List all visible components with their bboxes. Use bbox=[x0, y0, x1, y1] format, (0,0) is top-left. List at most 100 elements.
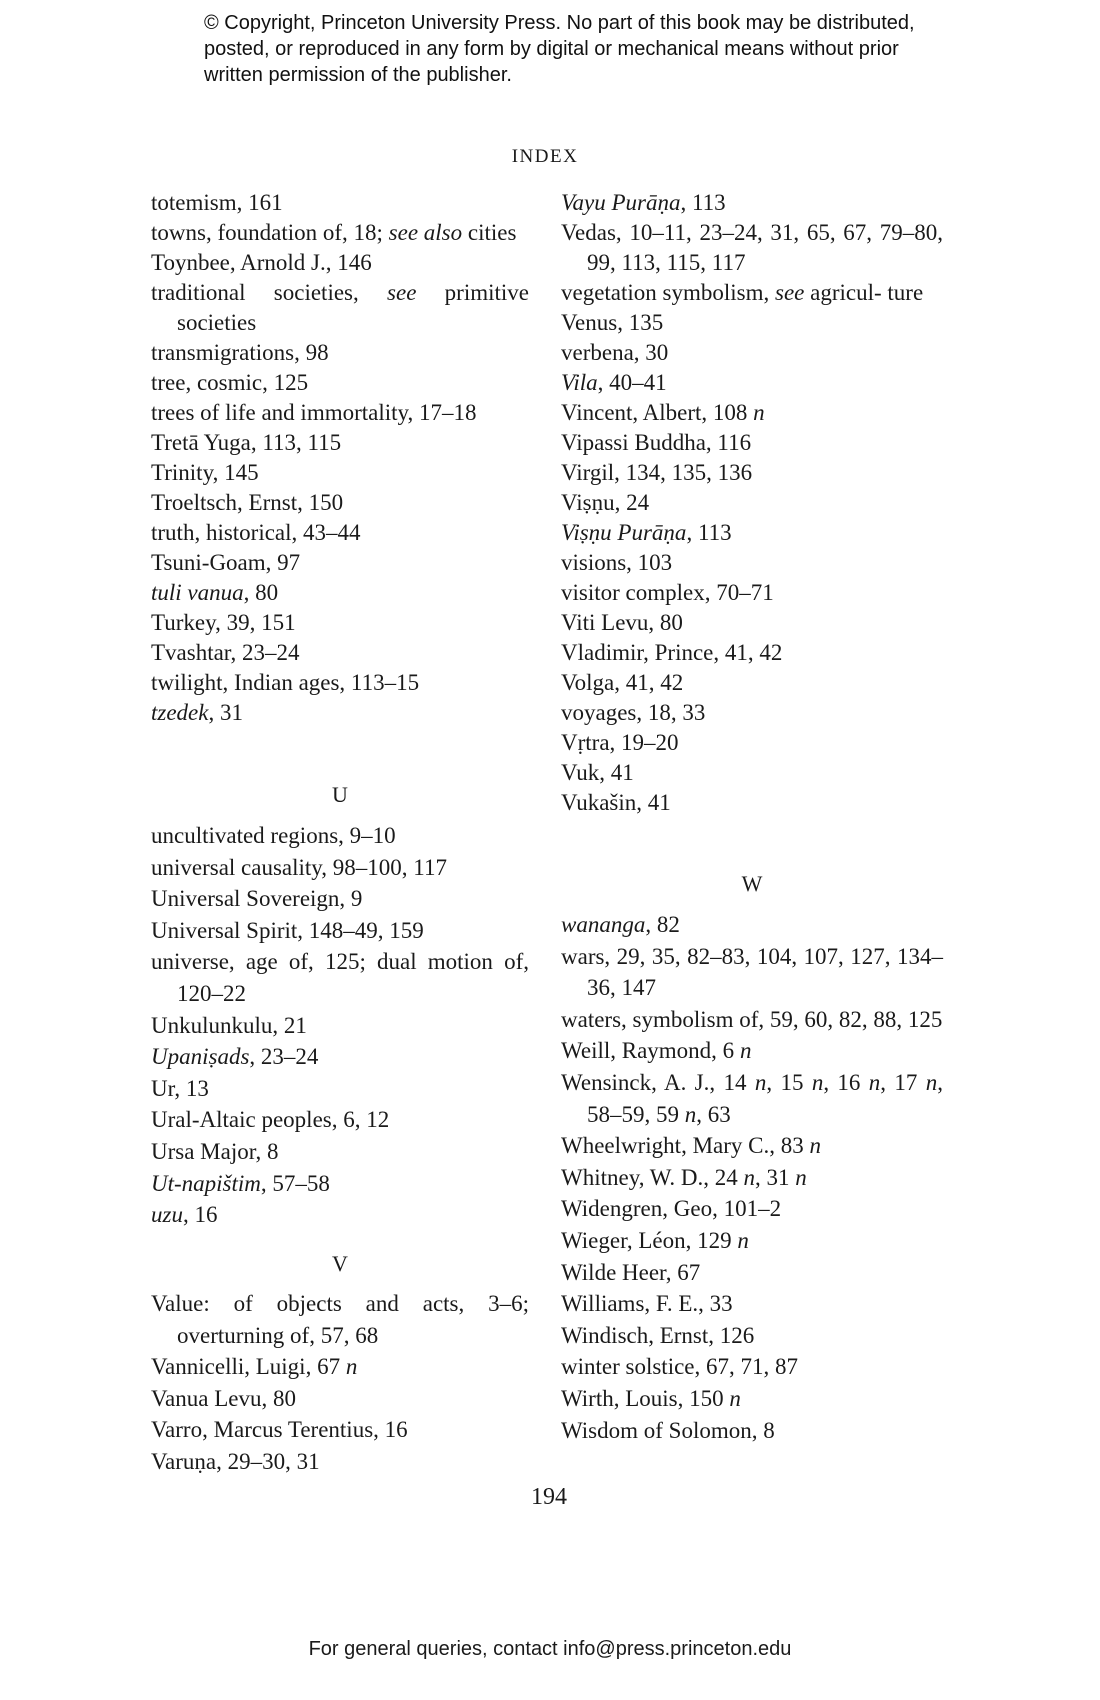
index-entry: Vayu Purāṇa, 113 bbox=[561, 188, 943, 218]
index-entry: tuli vanua, 80 bbox=[151, 578, 529, 608]
entry-text: universe, age of, 125; dual motion of, 1… bbox=[151, 949, 529, 1006]
entry-italic-text: n bbox=[345, 1354, 358, 1380]
entry-text: , 113 bbox=[680, 190, 726, 215]
entry-italic-text: tuli vanua bbox=[151, 580, 244, 605]
entry-text: Viṣṇu, 24 bbox=[561, 490, 650, 515]
entry-text: Tvashtar, 23–24 bbox=[151, 640, 300, 665]
entry-text: verbena, 30 bbox=[561, 340, 669, 365]
entry-text: Value: of objects and acts, 3–6; overtur… bbox=[151, 1291, 529, 1348]
index-entry: universal causality, 98–100, 117 bbox=[151, 852, 529, 884]
index-entry: Weill, Raymond, 6 n bbox=[561, 1035, 943, 1067]
index-entry: tzedek, 31 bbox=[151, 698, 529, 728]
entry-text: , 80 bbox=[243, 580, 279, 605]
entry-italic-text: n bbox=[737, 1227, 749, 1253]
index-entry: Widengren, Geo, 101–2 bbox=[561, 1193, 943, 1225]
entry-italic-text: tzedek bbox=[151, 700, 209, 725]
entry-italic-text: Upaniṣads bbox=[151, 1044, 250, 1070]
index-section-v-right: Vayu Purāṇa, 113 Vedas, 10–11, 23–24, 31,… bbox=[561, 188, 943, 818]
entry-text: Wilde Heer, 67 bbox=[561, 1259, 701, 1285]
entry-text: Viti Levu, 80 bbox=[561, 610, 683, 635]
entry-italic-text: n bbox=[868, 1069, 881, 1095]
entry-text: uncultivated regions, 9–10 bbox=[151, 823, 396, 848]
entry-text: twilight, Indian ages, 113–15 bbox=[151, 670, 420, 695]
entry-text: trees of life and immortality, 17–18 bbox=[151, 400, 477, 425]
entry-italic-text: uzu bbox=[151, 1202, 183, 1228]
index-entry: visions, 103 bbox=[561, 548, 943, 578]
entry-text: , 16 bbox=[823, 1069, 869, 1095]
index-entry: Virgil, 134, 135, 136 bbox=[561, 458, 943, 488]
index-entry: Universal Spirit, 148–49, 159 bbox=[151, 915, 529, 947]
index-entry: transmigrations, 98 bbox=[151, 338, 529, 368]
index-entry: Tsuni-Goam, 97 bbox=[151, 548, 529, 578]
entry-text: traditional societies, bbox=[151, 280, 388, 305]
entry-text: totemism, 161 bbox=[151, 190, 283, 215]
entry-text: Wheelwright, Mary C., 83 bbox=[561, 1133, 810, 1159]
entry-italic-text: wananga bbox=[561, 912, 646, 937]
index-entry: Vuk, 41 bbox=[561, 758, 943, 788]
index-entry: Ut-napištim, 57–58 bbox=[151, 1168, 529, 1200]
entry-italic-text: n bbox=[925, 1069, 938, 1095]
index-entry: winter solstice, 67, 71, 87 bbox=[561, 1351, 943, 1383]
index-entry: Varuṇa, 29–30, 31 bbox=[151, 1446, 529, 1478]
entry-text: , 31 bbox=[755, 1164, 796, 1190]
index-entry: Williams, F. E., 33 bbox=[561, 1288, 943, 1320]
index-entry: Wilde Heer, 67 bbox=[561, 1257, 943, 1289]
index-entry: Wheelwright, Mary C., 83 n bbox=[561, 1130, 943, 1162]
index-entry: wananga, 82 bbox=[561, 909, 943, 941]
entry-text: Varuṇa, 29–30, 31 bbox=[151, 1448, 320, 1474]
entry-text: Trinity, 145 bbox=[151, 460, 259, 485]
index-entry: towns, foundation of, 18; see also citie… bbox=[151, 218, 529, 248]
entry-text: Williams, F. E., 33 bbox=[561, 1291, 733, 1317]
entry-text: Ursa Major, 8 bbox=[151, 1138, 279, 1164]
index-entry: Windisch, Ernst, 126 bbox=[561, 1320, 943, 1352]
index-entry: traditional societies, see primitive soc… bbox=[151, 278, 529, 338]
index-entry: Viti Levu, 80 bbox=[561, 608, 943, 638]
index-entry: Tvashtar, 23–24 bbox=[151, 638, 529, 668]
entry-text: Whitney, W. D., 24 bbox=[561, 1164, 744, 1190]
entry-text: Vincent, Albert, 108 bbox=[561, 400, 754, 425]
index-entry: trees of life and immortality, 17–18 bbox=[151, 398, 529, 428]
entry-italic-text: n bbox=[754, 1069, 767, 1095]
index-entry: tree, cosmic, 125 bbox=[151, 368, 529, 398]
entry-text: Vedas, 10–11, 23–24, 31, 65, 67, 79–80, … bbox=[561, 220, 943, 275]
index-entry: Vipassi Buddha, 116 bbox=[561, 428, 943, 458]
entry-text: Vipassi Buddha, 116 bbox=[561, 430, 752, 455]
index-entry: Toynbee, Arnold J., 146 bbox=[151, 248, 529, 278]
entry-text: Vanua Levu, 80 bbox=[151, 1385, 296, 1411]
index-entry: Troeltsch, Ernst, 150 bbox=[151, 488, 529, 518]
entry-text: , 23–24 bbox=[249, 1044, 319, 1070]
index-entry: Unkulunkulu, 21 bbox=[151, 1010, 529, 1042]
entry-italic-text: n bbox=[753, 400, 765, 425]
entry-italic-text: n bbox=[729, 1385, 741, 1411]
index-entry: waters, symbolism of, 59, 60, 82, 88, 12… bbox=[561, 1004, 943, 1036]
entry-text: Wisdom of Solomon, 8 bbox=[561, 1417, 775, 1443]
entry-text: Venus, 135 bbox=[561, 310, 664, 335]
entry-text: visions, 103 bbox=[561, 550, 673, 575]
entry-text: waters, symbolism of, 59, 60, 82, 88, 12… bbox=[561, 1006, 943, 1032]
entry-text: Wensinck, A. J., 14 bbox=[561, 1069, 755, 1095]
index-entry: visitor complex, 70–71 bbox=[561, 578, 943, 608]
entry-text: truth, historical, 43–44 bbox=[151, 520, 361, 545]
page-number: 194 bbox=[531, 1484, 567, 1510]
index-entry: Vedas, 10–11, 23–24, 31, 65, 67, 79–80, … bbox=[561, 218, 943, 278]
index-entry: truth, historical, 43–44 bbox=[151, 518, 529, 548]
entry-text: wars, 29, 35, 82–83, 104, 107, 127, 134–… bbox=[561, 943, 943, 1001]
index-entry: uzu, 16 bbox=[151, 1199, 529, 1231]
entry-text: , 113 bbox=[686, 520, 732, 545]
entry-text: winter solstice, 67, 71, 87 bbox=[561, 1354, 798, 1380]
entry-text: Tretā Yuga, 113, 115 bbox=[151, 430, 342, 455]
entry-text: Vṛtra, 19–20 bbox=[561, 730, 679, 755]
index-entry: Vincent, Albert, 108 n bbox=[561, 398, 943, 428]
footer-contact: For general queries, contact info@press.… bbox=[308, 1638, 792, 1660]
index-entry: Trinity, 145 bbox=[151, 458, 529, 488]
index-entry: wars, 29, 35, 82–83, 104, 107, 127, 134–… bbox=[561, 941, 943, 1004]
index-entry: Viṣṇu, 24 bbox=[561, 488, 943, 518]
index-entry: Wieger, Léon, 129 n bbox=[561, 1225, 943, 1257]
entry-text: Weill, Raymond, 6 bbox=[561, 1038, 740, 1064]
entry-text: cities bbox=[462, 220, 517, 245]
entry-text: Vukašin, 41 bbox=[561, 790, 671, 815]
index-entry: Venus, 135 bbox=[561, 308, 943, 338]
entry-text: , 16 bbox=[182, 1202, 218, 1228]
entry-text: towns, foundation of, 18; bbox=[151, 220, 389, 245]
entry-text: tree, cosmic, 125 bbox=[151, 370, 309, 395]
